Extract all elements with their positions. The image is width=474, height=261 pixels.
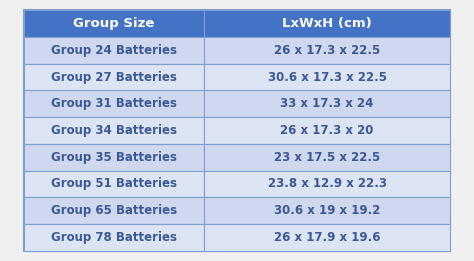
Text: 26 x 17.9 x 19.6: 26 x 17.9 x 19.6 [274,231,380,244]
Text: 33 x 17.3 x 24: 33 x 17.3 x 24 [281,97,374,110]
Text: Group 34 Batteries: Group 34 Batteries [51,124,177,137]
Text: 23.8 x 12.9 x 22.3: 23.8 x 12.9 x 22.3 [267,177,387,190]
Text: Group 31 Batteries: Group 31 Batteries [51,97,177,110]
Text: Group 78 Batteries: Group 78 Batteries [51,231,177,244]
Text: Group 65 Batteries: Group 65 Batteries [51,204,177,217]
Text: Group 51 Batteries: Group 51 Batteries [51,177,177,190]
Text: LxWxH (cm): LxWxH (cm) [282,17,372,30]
Text: Group 35 Batteries: Group 35 Batteries [51,151,177,164]
Text: 26 x 17.3 x 22.5: 26 x 17.3 x 22.5 [274,44,380,57]
Text: 30.6 x 19 x 19.2: 30.6 x 19 x 19.2 [274,204,380,217]
Text: 23 x 17.5 x 22.5: 23 x 17.5 x 22.5 [274,151,380,164]
Text: Group 27 Batteries: Group 27 Batteries [51,71,177,84]
Text: 26 x 17.3 x 20: 26 x 17.3 x 20 [281,124,374,137]
Text: Group Size: Group Size [73,17,155,30]
Text: Group 24 Batteries: Group 24 Batteries [51,44,177,57]
Text: 30.6 x 17.3 x 22.5: 30.6 x 17.3 x 22.5 [267,71,387,84]
